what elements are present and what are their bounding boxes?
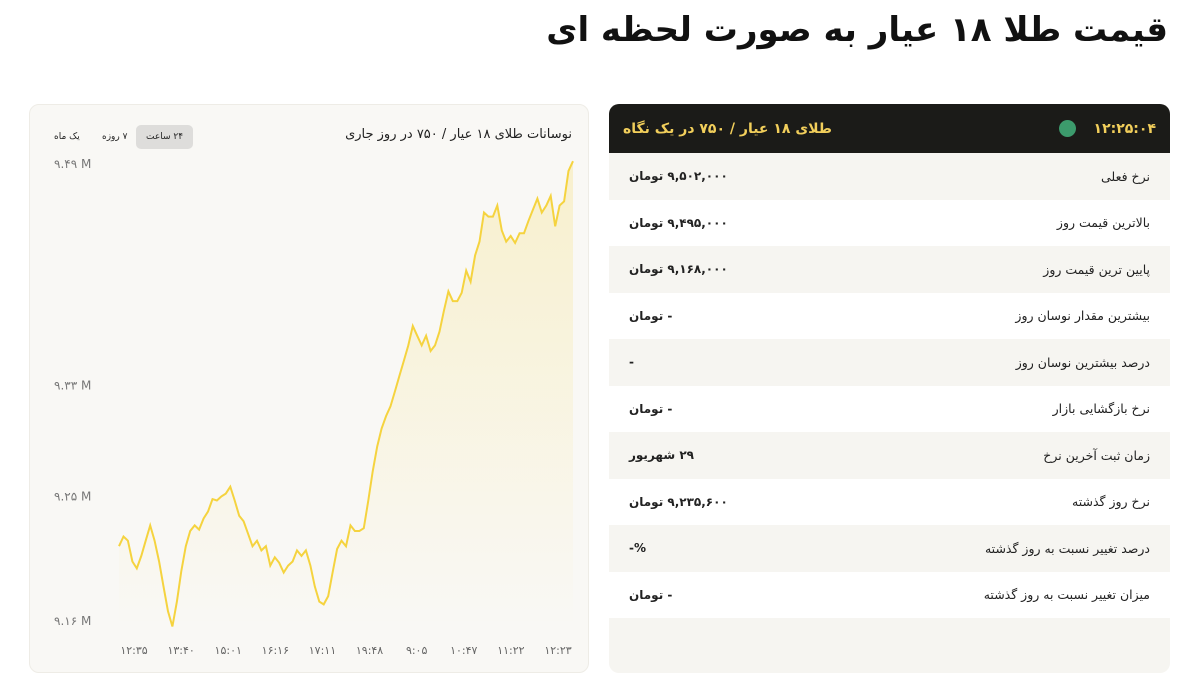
info-value: - تومان bbox=[629, 401, 673, 416]
info-value: ۹,۲۳۵,۶۰۰ تومان bbox=[629, 494, 728, 509]
info-row: میزان تغییر نسبت به روز گذشته - تومان bbox=[609, 571, 1170, 618]
x-tick-label: ۱۹:۴۸ bbox=[356, 644, 383, 657]
chart-title: نوسانات طلای ۱۸ عیار / ۷۵۰ در روز جاری bbox=[345, 127, 572, 142]
page-title: قیمت طلا ۱۸ عیار به صورت لحظه ای bbox=[546, 10, 1168, 50]
y-tick-label: ۹.۲۵ M bbox=[54, 489, 91, 503]
info-row: بیشترین مقدار نوسان روز - تومان bbox=[609, 292, 1170, 339]
x-tick-label: ۱۷:۱۱ bbox=[309, 644, 336, 657]
info-value: ۹,۱۶۸,۰۰۰ تومان bbox=[629, 262, 728, 277]
info-label: نرخ فعلی bbox=[1101, 168, 1150, 184]
info-label: بالاترین قیمت روز bbox=[1056, 215, 1150, 231]
info-value: - تومان bbox=[629, 587, 673, 602]
clock: ۱۲:۲۵:۰۴ bbox=[1093, 120, 1156, 137]
info-header: طلای ۱۸ عیار / ۷۵۰ در یک نگاه ۱۲:۲۵:۰۴ bbox=[609, 104, 1170, 153]
info-row: نرخ فعلی ۹,۵۰۲,۰۰۰ تومان bbox=[609, 153, 1170, 200]
y-tick-label: ۹.۳۳ M bbox=[54, 379, 91, 393]
y-tick-label: ۹.۱۶ M bbox=[54, 614, 91, 628]
info-row: نرخ روز گذشته ۹,۲۳۵,۶۰۰ تومان bbox=[609, 478, 1170, 525]
info-value: %- bbox=[629, 541, 647, 556]
info-title: طلای ۱۸ عیار / ۷۵۰ در یک نگاه bbox=[623, 120, 832, 137]
range-7d-button[interactable]: ۷ روزه bbox=[102, 132, 128, 142]
info-row: پایین ترین قیمت روز ۹,۱۶۸,۰۰۰ تومان bbox=[609, 246, 1170, 293]
y-tick-label: ۹.۴۹ M bbox=[54, 157, 91, 171]
x-tick-label: ۱۱:۲۲ bbox=[497, 644, 524, 657]
info-value: - تومان bbox=[629, 308, 673, 323]
info-value: ۹,۴۹۵,۰۰۰ تومان bbox=[629, 215, 728, 230]
info-label: درصد تغییر نسبت به روز گذشته bbox=[984, 540, 1150, 556]
info-label: بیشترین مقدار نوسان روز bbox=[1015, 308, 1150, 324]
info-label: زمان ثبت آخرین نرخ bbox=[1043, 447, 1150, 463]
info-label: درصد بیشترین نوسان روز bbox=[1015, 354, 1150, 370]
info-value: ۲۹ شهریور bbox=[629, 448, 694, 463]
live-status-icon bbox=[1058, 120, 1076, 137]
chart-card: نوسانات طلای ۱۸ عیار / ۷۵۰ در روز جاری ۲… bbox=[29, 104, 589, 673]
info-label: میزان تغییر نسبت به روز گذشته bbox=[983, 587, 1150, 603]
info-row: نرخ بازگشایی بازار - تومان bbox=[609, 385, 1170, 432]
x-tick-label: ۱۵:۰۱ bbox=[215, 644, 242, 657]
range-24h-button[interactable]: ۲۴ ساعت bbox=[136, 125, 194, 149]
x-tick-label: ۱۳:۴۰ bbox=[167, 644, 194, 657]
x-tick-label: ۱۲:۲۳ bbox=[544, 644, 571, 657]
info-row: درصد تغییر نسبت به روز گذشته %- bbox=[609, 525, 1170, 572]
info-label: پایین ترین قیمت روز bbox=[1043, 261, 1150, 277]
info-label: نرخ بازگشایی بازار bbox=[1052, 401, 1150, 417]
price-line bbox=[118, 160, 574, 627]
x-tick-label: ۱۰:۴۷ bbox=[450, 644, 477, 657]
x-tick-label: ۹:۰۵ bbox=[406, 644, 428, 657]
info-value: - bbox=[629, 355, 634, 370]
info-row: زمان ثبت آخرین نرخ ۲۹ شهریور bbox=[609, 432, 1170, 479]
x-tick-label: ۱۶:۱۶ bbox=[262, 644, 289, 657]
area-fill bbox=[119, 161, 573, 627]
info-value: ۹,۵۰۲,۰۰۰ تومان bbox=[629, 169, 728, 184]
info-row: بالاترین قیمت روز ۹,۴۹۵,۰۰۰ تومان bbox=[609, 199, 1170, 246]
info-card: طلای ۱۸ عیار / ۷۵۰ در یک نگاه ۱۲:۲۵:۰۴ ن… bbox=[609, 104, 1170, 673]
info-row: درصد بیشترین نوسان روز - bbox=[609, 339, 1170, 386]
range-1m-button[interactable]: یک ماه bbox=[54, 132, 80, 142]
x-tick-label: ۱۲:۳۵ bbox=[120, 644, 147, 657]
info-label: نرخ روز گذشته bbox=[1072, 494, 1150, 510]
price-chart: ۹.۴۹ M ۹.۳۳ M ۹.۲۵ M ۹.۱۶ M ۱۲:۳۵ ۱۳:۴۰ ۱۵:۰۱ ۱… bbox=[54, 157, 574, 657]
